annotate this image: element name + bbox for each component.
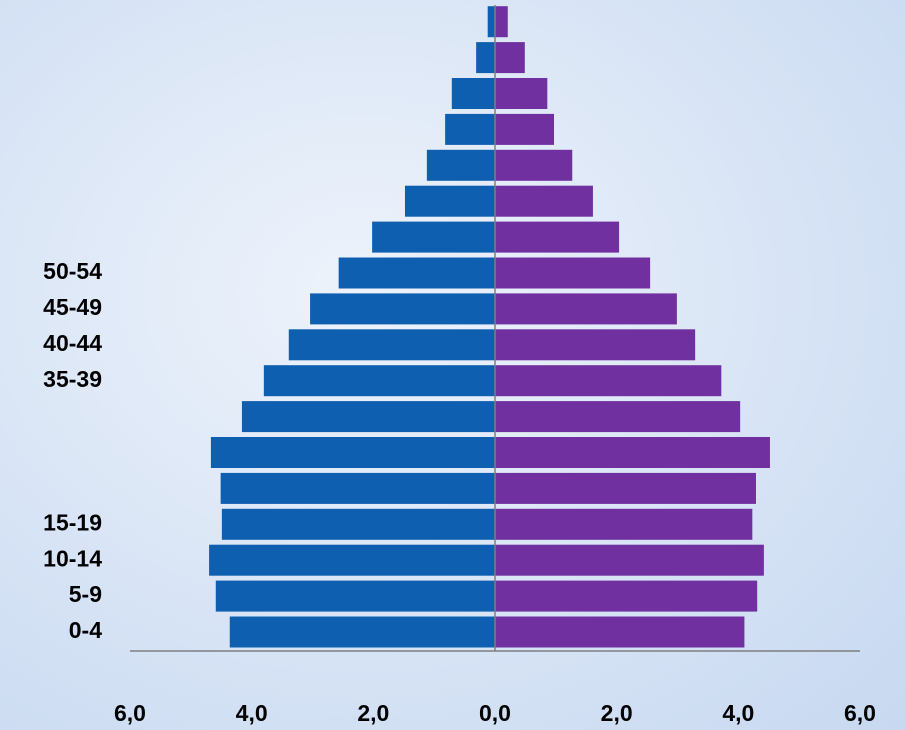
bar [445, 113, 495, 145]
y-tick-label: 10-14 [43, 545, 102, 571]
bar [215, 580, 495, 612]
bar [495, 257, 651, 289]
y-tick-label: 40-44 [43, 330, 102, 356]
bar [495, 616, 745, 648]
bar [338, 257, 495, 289]
bar [310, 293, 495, 325]
bar [495, 580, 758, 612]
bar [221, 508, 495, 540]
bar [495, 149, 573, 181]
y-tick-label: 35-39 [43, 366, 102, 392]
bar [495, 293, 677, 325]
x-tick-label: 0,0 [479, 700, 511, 726]
x-tick-label: 6,0 [844, 700, 876, 726]
bar [476, 42, 495, 74]
y-tick-label: 0-4 [69, 617, 102, 643]
bar [495, 221, 620, 253]
bar [495, 113, 555, 145]
bar [220, 472, 495, 504]
bar [495, 508, 753, 540]
bar [426, 149, 495, 181]
bar [451, 78, 495, 109]
x-tick-label: 2,0 [601, 700, 633, 726]
bar [263, 365, 495, 397]
x-tick-label: 4,0 [722, 700, 754, 726]
bar [241, 401, 495, 433]
bar [288, 329, 495, 361]
bar [495, 365, 722, 397]
bar [209, 544, 496, 576]
bar [495, 472, 756, 504]
bar [372, 221, 495, 253]
bar [495, 78, 548, 109]
y-tick-label: 45-49 [43, 294, 102, 320]
x-tick-label: 6,0 [114, 700, 146, 726]
y-tick-label: 50-54 [43, 258, 102, 284]
bar [404, 185, 495, 217]
bar [495, 437, 770, 468]
y-tick-label: 5-9 [69, 581, 102, 607]
bar [495, 544, 764, 576]
x-tick-label: 4,0 [236, 700, 268, 726]
bar [495, 42, 525, 74]
bar [495, 6, 508, 38]
bar [495, 185, 593, 217]
bar [495, 401, 741, 433]
bar [210, 437, 496, 468]
bar [487, 6, 495, 38]
bar [229, 616, 495, 648]
x-tick-label: 2,0 [357, 700, 389, 726]
bar [495, 329, 696, 361]
y-tick-label: 15-19 [43, 509, 102, 535]
